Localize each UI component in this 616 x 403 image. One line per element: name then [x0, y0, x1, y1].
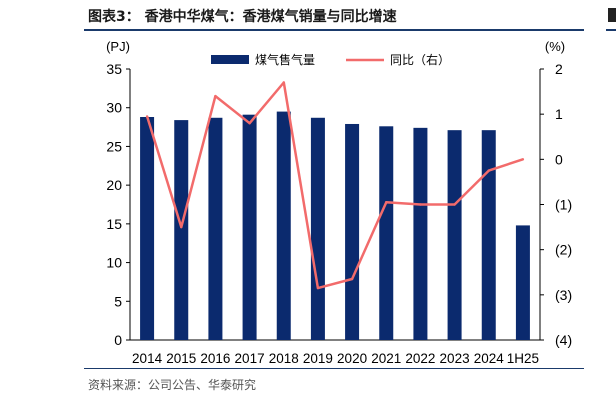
yoy-point-2014 [145, 115, 149, 118]
x-tick-label: 2015 [166, 351, 196, 366]
right-tick-label: (2) [555, 242, 572, 258]
yoy-point-2019 [316, 286, 320, 290]
x-tick-label: 2022 [405, 351, 435, 366]
x-tick-label: 2021 [371, 351, 401, 366]
bar-2020 [345, 123, 360, 340]
left-axis-unit: (PJ) [106, 39, 130, 54]
legend: 煤气售气量 同比（右） [211, 52, 450, 67]
yoy-point-2018 [282, 81, 285, 84]
bar-1H25 [515, 225, 530, 340]
x-tick-label: 1H25 [507, 351, 539, 366]
left-tick-label: 15 [106, 216, 122, 232]
x-tick-label: 2020 [337, 351, 367, 366]
figure-title: 图表3： 香港中华煤气：香港煤气销量与同比增速 [88, 9, 397, 25]
yoy-point-2016 [214, 94, 217, 98]
bar-2014 [140, 117, 155, 341]
x-tick-label: 2017 [235, 351, 265, 366]
x-tick-label: 2024 [474, 351, 505, 366]
yoy-point-1H25 [521, 158, 525, 161]
yoy-point-2023 [453, 203, 456, 206]
bar-2015 [174, 120, 189, 340]
right-tick-label: (3) [555, 287, 572, 303]
left-axis: 0 5 10 15 20 25 30 35 (PJ) [106, 39, 540, 348]
bar-2019 [310, 117, 325, 340]
yoy-line [145, 81, 524, 290]
yoy-point-2015 [180, 225, 183, 229]
left-tick-label: 25 [106, 138, 122, 154]
bar-2017 [242, 114, 257, 340]
bottom-divider [84, 368, 584, 369]
bar-series [140, 111, 530, 341]
next-figure-edge [608, 8, 616, 22]
top-divider [84, 29, 584, 31]
x-tick-label: 2023 [440, 351, 470, 366]
bar-2022 [413, 127, 428, 341]
yoy-point-2022 [419, 203, 422, 206]
left-tick-label: 30 [106, 100, 122, 116]
right-tick-label: (1) [555, 197, 572, 213]
left-tick-label: 35 [106, 61, 122, 77]
right-axis-unit: (%) [545, 39, 565, 54]
legend-bar-swatch [211, 55, 249, 64]
bar-2023 [447, 130, 462, 340]
left-tick-label: 10 [106, 255, 122, 271]
next-figure-divider [606, 29, 616, 31]
right-tick-label: (4) [555, 332, 572, 348]
x-tick-label: 2014 [132, 351, 163, 366]
line-series [145, 81, 525, 290]
left-tick-label: 0 [114, 332, 122, 348]
yoy-point-2017 [248, 122, 251, 125]
right-tick-label: 2 [555, 61, 563, 77]
x-tick-label: 2018 [269, 351, 299, 366]
right-tick-label: 1 [555, 106, 563, 122]
legend-bar-label: 煤气售气量 [255, 52, 315, 67]
source-note: 资料来源：公司公告、华泰研究 [88, 378, 257, 392]
x-tick-label: 2016 [200, 351, 230, 366]
left-tick-label: 5 [114, 293, 122, 309]
yoy-point-2021 [385, 201, 388, 204]
bar-2024 [481, 130, 496, 340]
bar-2021 [379, 126, 394, 340]
right-axis: 2 1 0 (1) (2) (3) (4) (%) [539, 39, 572, 348]
left-tick-label: 20 [106, 177, 122, 193]
x-axis-labels: 2014 2015 2016 2017 2018 2019 2020 2021 2022 2023… [132, 351, 539, 366]
right-tick-label: 0 [555, 151, 563, 167]
bar-2018 [276, 111, 291, 340]
x-tick-label: 2019 [303, 351, 333, 366]
legend-line-label: 同比（右） [390, 52, 450, 67]
bar-2016 [208, 117, 223, 340]
yoy-point-2024 [487, 169, 490, 172]
yoy-point-2020 [350, 277, 354, 281]
